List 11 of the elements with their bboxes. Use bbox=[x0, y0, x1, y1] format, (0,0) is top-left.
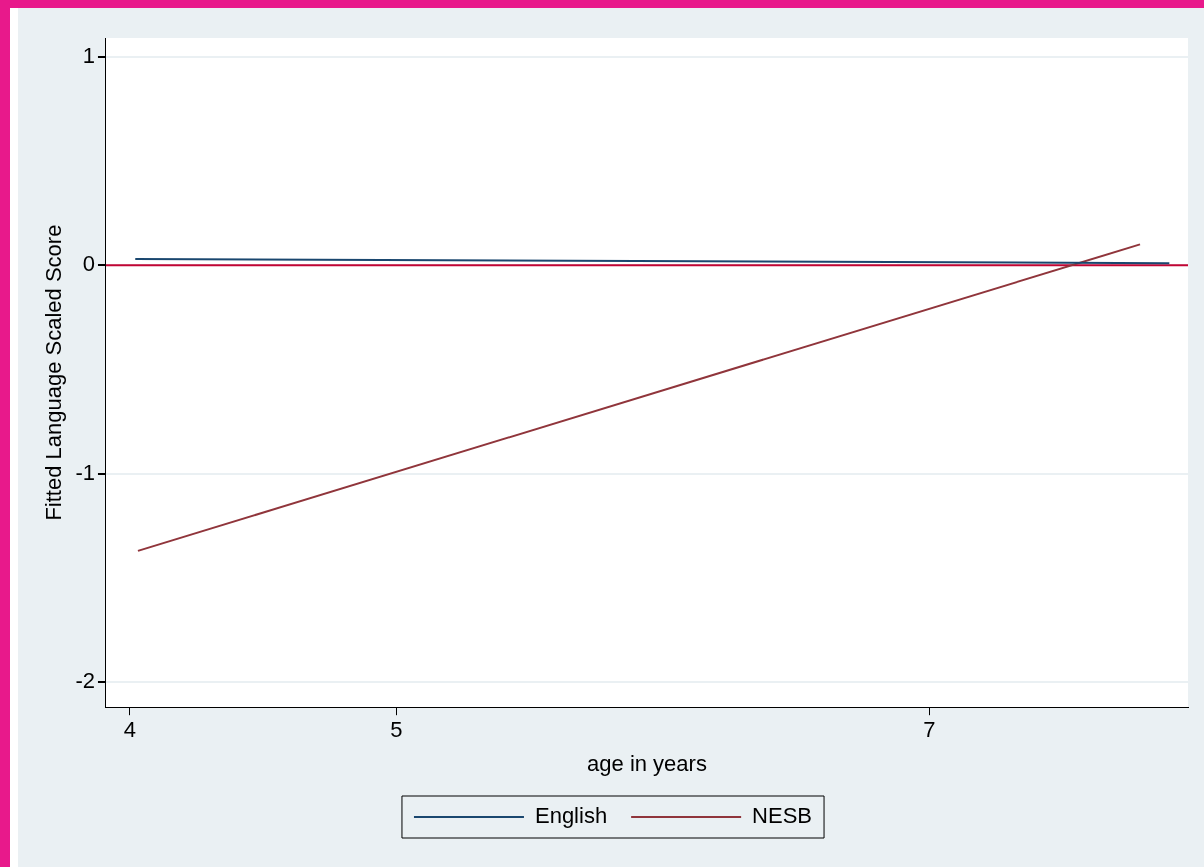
y-tick-label: 0 bbox=[82, 251, 95, 277]
x-tick-label: 7 bbox=[923, 717, 936, 743]
x-axis-title: age in years bbox=[587, 750, 707, 776]
legend-label: English bbox=[534, 803, 608, 829]
x-tick-label: 5 bbox=[390, 717, 403, 743]
legend-label: NESB bbox=[752, 803, 813, 829]
y-axis-title: Fitted Language Scaled Score bbox=[41, 224, 67, 521]
y-tick-label: -1 bbox=[75, 459, 95, 485]
y-tick-label: 1 bbox=[82, 42, 95, 68]
x-tick-label: 4 bbox=[123, 717, 137, 743]
y-tick-label: -2 bbox=[75, 668, 95, 694]
